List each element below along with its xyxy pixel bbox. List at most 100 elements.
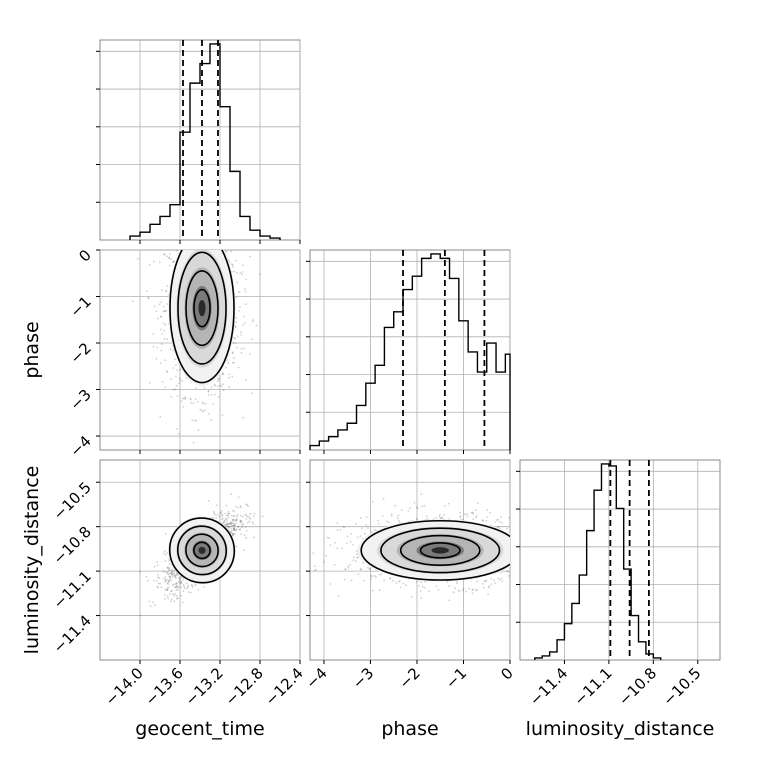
joint-geocent_time-phase-point: [202, 410, 205, 413]
joint-phase-luminosity_distance-point: [415, 580, 418, 583]
joint-phase-luminosity_distance-point: [346, 542, 348, 545]
joint-geocent_time-phase-point: [169, 348, 172, 350]
joint-geocent_time-luminosity_distance-point: [166, 589, 169, 591]
joint-geocent_time-phase-point: [231, 352, 234, 355]
joint-geocent_time-phase-point: [251, 338, 253, 341]
joint-geocent_time-phase-point: [173, 245, 175, 247]
joint-geocent_time-luminosity_distance-point: [232, 532, 235, 535]
joint-geocent_time-phase-point: [225, 366, 227, 369]
joint-phase-luminosity_distance-point: [349, 540, 352, 543]
joint-geocent_time-luminosity_distance-point: [212, 510, 215, 513]
xtick-label-phase-2: −2: [395, 664, 423, 692]
joint-geocent_time-phase-point: [228, 243, 230, 245]
joint-geocent_time-phase-point: [194, 398, 197, 401]
joint-geocent_time-luminosity_distance-point: [182, 584, 185, 586]
joint-geocent_time-luminosity_distance-point: [140, 614, 142, 617]
joint-geocent_time-phase-point: [201, 401, 204, 404]
joint-geocent_time-luminosity_distance-point: [213, 512, 216, 515]
joint-geocent_time-phase-point: [235, 321, 238, 324]
joint-phase-luminosity_distance-point: [410, 595, 413, 598]
joint-geocent_time-luminosity_distance-point: [171, 573, 173, 576]
xlabel-geocent_time: geocent_time: [135, 718, 264, 740]
xtick-label-luminosity_distance-2: −10.8: [615, 664, 660, 709]
joint-geocent_time-luminosity_distance-point: [145, 575, 148, 578]
joint-phase-luminosity_distance-point: [344, 568, 346, 570]
joint-phase-luminosity_distance-point: [452, 591, 455, 594]
ytick-label-luminosity_distance-0: −11.4: [50, 612, 95, 657]
joint-geocent_time-luminosity_distance-point: [183, 587, 186, 590]
joint-geocent_time-phase-point: [235, 316, 238, 319]
ytick-label-luminosity_distance-1: −11.1: [50, 567, 95, 612]
joint-phase-luminosity_distance-point: [405, 584, 407, 587]
joint-phase-luminosity_distance-point: [328, 537, 331, 540]
joint-geocent_time-phase-point: [217, 244, 219, 246]
joint-geocent_time-phase-point: [244, 321, 247, 324]
joint-geocent_time-luminosity_distance-point: [231, 518, 234, 521]
joint-geocent_time-phase-point: [189, 398, 192, 401]
joint-phase-luminosity_distance-point: [485, 519, 487, 522]
joint-geocent_time-luminosity_distance-point: [242, 523, 245, 526]
joint-phase-luminosity_distance-point: [359, 516, 362, 519]
joint-geocent_time-luminosity_distance-point: [230, 527, 233, 530]
joint-geocent_time-phase-point: [228, 245, 230, 247]
joint-geocent_time-luminosity_distance-point: [176, 597, 179, 600]
joint-geocent_time-luminosity_distance-point: [253, 512, 256, 515]
joint-geocent_time-luminosity_distance-point: [231, 524, 234, 527]
joint-phase-luminosity_distance-point: [517, 536, 519, 538]
joint-phase-luminosity_distance-point: [365, 516, 368, 519]
joint-geocent_time-luminosity_distance-point: [229, 522, 232, 525]
joint-phase-luminosity_distance-point: [389, 577, 392, 580]
joint-geocent_time-phase-point: [194, 245, 196, 247]
joint-geocent_time-luminosity_distance-point: [174, 586, 177, 588]
joint-geocent_time-luminosity_distance-point: [245, 530, 248, 532]
joint-geocent_time-luminosity_distance-point: [176, 594, 178, 597]
joint-phase-luminosity_distance-point: [420, 493, 423, 495]
joint-geocent_time-phase-point: [240, 331, 242, 334]
joint-geocent_time-luminosity_distance-point: [167, 569, 170, 572]
joint-phase-luminosity_distance-point: [313, 569, 316, 572]
joint-phase-luminosity_distance-point: [343, 578, 346, 581]
joint-geocent_time-luminosity_distance-point: [166, 566, 169, 569]
joint-phase-luminosity_distance-point: [395, 582, 398, 585]
joint-phase-luminosity_distance-point: [512, 544, 514, 546]
joint-geocent_time-luminosity_distance-point: [245, 503, 247, 506]
joint-geocent_time-luminosity_distance-point: [216, 504, 218, 507]
joint-phase-luminosity_distance-point: [371, 575, 373, 578]
joint-geocent_time-luminosity_distance-point: [252, 515, 255, 517]
joint-phase-luminosity_distance-point: [517, 528, 519, 530]
joint-geocent_time-luminosity_distance-point: [187, 586, 189, 588]
joint-phase-luminosity_distance-point: [416, 507, 419, 510]
joint-phase-luminosity_distance-point: [448, 599, 451, 602]
joint-phase-luminosity_distance-point: [517, 527, 519, 529]
joint-geocent_time-luminosity_distance-point: [169, 593, 172, 595]
joint-geocent_time-luminosity_distance-point: [170, 568, 173, 571]
joint-geocent_time-luminosity_distance-point: [156, 585, 159, 588]
joint-phase-luminosity_distance-point: [481, 583, 484, 585]
joint-geocent_time-phase-point: [251, 320, 254, 323]
joint-phase-luminosity_distance-point: [370, 574, 372, 577]
joint-geocent_time-luminosity_distance-point: [236, 513, 239, 516]
joint-geocent_time-phase-point: [165, 289, 168, 292]
joint-geocent_time-phase-point: [185, 241, 187, 243]
joint-geocent_time-phase-point: [229, 243, 231, 245]
joint-geocent_time-luminosity_distance-point: [170, 598, 173, 601]
joint-phase-luminosity_distance-point: [518, 553, 520, 555]
joint-geocent_time-phase-point: [162, 322, 165, 325]
joint-geocent_time-luminosity_distance-point: [164, 560, 167, 562]
joint-geocent_time-luminosity_distance-point: [168, 572, 171, 575]
joint-geocent_time-phase-point: [161, 288, 164, 291]
joint-geocent_time-phase-point: [221, 414, 224, 416]
joint-phase-luminosity_distance-point: [399, 580, 401, 583]
joint-phase-luminosity_distance-point: [360, 527, 363, 530]
joint-geocent_time-phase-point: [166, 370, 168, 372]
joint-phase-luminosity_distance-point: [371, 500, 374, 503]
joint-phase-luminosity_distance-point: [421, 505, 424, 508]
joint-geocent_time-phase-point: [230, 250, 232, 253]
joint-phase-luminosity_distance-point: [355, 560, 357, 563]
joint-geocent_time-luminosity_distance-point: [244, 526, 247, 528]
joint-geocent_time-phase-point: [198, 242, 200, 244]
joint-geocent_time-luminosity_distance-point: [178, 579, 181, 582]
joint-geocent_time-luminosity_distance-point: [176, 586, 179, 588]
joint-geocent_time-phase-point: [236, 272, 239, 274]
joint-phase-luminosity_distance-point: [378, 573, 381, 576]
